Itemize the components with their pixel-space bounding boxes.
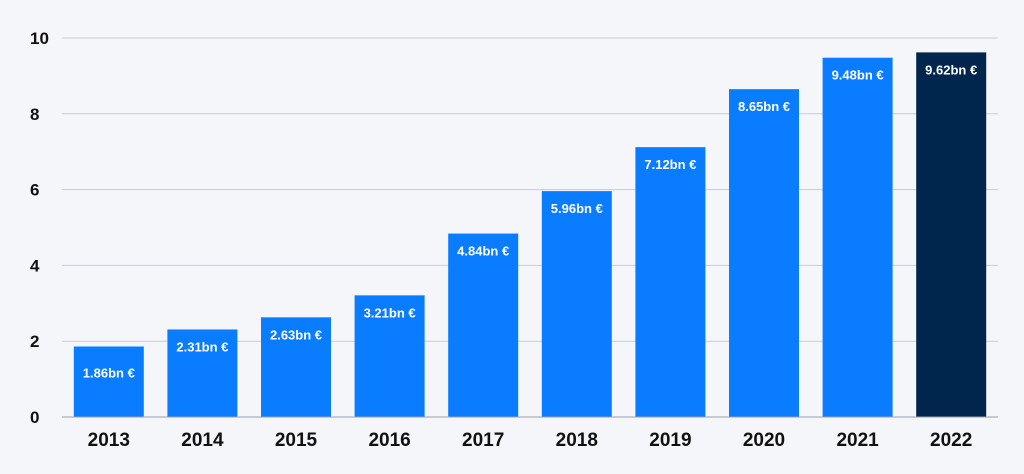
bar-2019: [635, 147, 706, 418]
data-label: 9.62bn €: [925, 62, 977, 77]
data-label: 8.65bn €: [738, 99, 790, 114]
data-label: 5.96bn €: [551, 201, 603, 216]
x-tick-label: 2018: [556, 430, 598, 451]
bar-2017: [448, 233, 519, 417]
bar-2013: [73, 346, 144, 417]
y-tick-label: 10: [30, 29, 49, 48]
data-label: 7.12bn €: [644, 157, 696, 172]
bar-2015: [261, 317, 331, 417]
bar-2014: [167, 329, 238, 417]
bars: 1.86bn € 2.31bn € 2.63bn € 3.21bn € 4.84bn €…: [73, 52, 987, 418]
bar-2016: [354, 295, 425, 417]
x-axis-labels: 2013 2014 2015 2016 2017 2018 2019 2020 2021 2022: [88, 430, 973, 451]
data-label: 2.31bn €: [176, 339, 228, 354]
bar-2021: [822, 57, 893, 417]
y-tick-label: 0: [30, 408, 39, 427]
data-label: 4.84bn €: [457, 244, 509, 259]
x-tick-label: 2021: [836, 430, 879, 451]
y-tick-label: 2: [30, 332, 39, 351]
bar-2020: [729, 89, 799, 417]
x-tick-label: 2013: [88, 430, 130, 451]
x-tick-label: 2017: [462, 430, 504, 451]
data-label: 1.86bn €: [83, 366, 135, 381]
x-tick-label: 2015: [275, 430, 318, 451]
y-tick-label: 4: [30, 256, 40, 275]
bar-2022: [916, 52, 987, 417]
x-tick-label: 2014: [181, 430, 224, 451]
x-tick-label: 2022: [930, 430, 972, 451]
data-label: 3.21bn €: [364, 305, 416, 320]
x-tick-label: 2016: [368, 430, 410, 451]
data-label: 2.63bn €: [270, 327, 322, 342]
x-tick-label: 2020: [743, 430, 785, 451]
y-axis-ticks: 0 2 4 6 8 10: [30, 29, 49, 427]
bar-2018: [541, 191, 612, 417]
y-tick-label: 8: [30, 105, 39, 124]
x-tick-label: 2019: [649, 430, 691, 451]
data-label: 9.48bn €: [832, 68, 884, 83]
y-tick-label: 6: [30, 181, 39, 200]
